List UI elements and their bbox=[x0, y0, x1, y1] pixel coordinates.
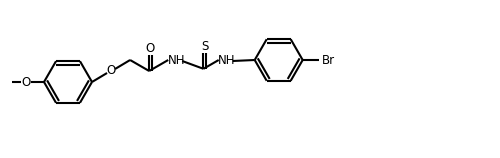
Text: Br: Br bbox=[322, 54, 336, 67]
Text: O: O bbox=[106, 64, 116, 78]
Text: S: S bbox=[201, 40, 208, 53]
Text: O: O bbox=[22, 76, 30, 88]
Text: O: O bbox=[146, 43, 155, 55]
Text: NH: NH bbox=[168, 54, 185, 67]
Text: NH: NH bbox=[218, 54, 236, 67]
